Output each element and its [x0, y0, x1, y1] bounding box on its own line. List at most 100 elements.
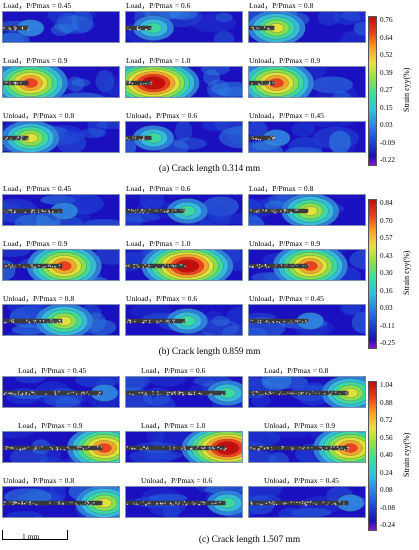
strain-field-plot [125, 486, 243, 518]
strain-field-plot [125, 66, 243, 98]
colorbar-tick-label: -0.08 [380, 503, 395, 512]
plot-label: Load，P/Pmax = 0.9 [3, 239, 68, 248]
colorbar-tick-label: 0.03 [380, 121, 393, 129]
strain-field-plot [248, 486, 366, 518]
strain-field-svg [3, 250, 119, 280]
strain-field-svg [3, 195, 119, 225]
strain-field-plot [125, 121, 243, 153]
colorbar-tick-label: 0.88 [380, 398, 393, 407]
panel-caption: (c) Crack length 1.507 mm [198, 535, 301, 545]
strain-field-svg [249, 250, 365, 280]
strain-field-plot [2, 376, 120, 408]
colorbar-tick-label: 0.39 [380, 68, 393, 77]
panel-caption: (b) Crack length 0.859 mm [158, 347, 261, 357]
colorbar-tick-label: 0.43 [380, 251, 393, 260]
strain-field-svg [126, 195, 242, 225]
colorbar-tick-label: -0.24 [380, 521, 395, 529]
plot-label: Unload，P/Pmax = 0.9 [249, 239, 321, 248]
strain-field-svg [249, 432, 365, 462]
plot-label: Load，P/Pmax = 0.8 [264, 366, 329, 375]
colorbar-tick-label: 0.30 [380, 269, 393, 277]
strain-field-svg [249, 195, 365, 225]
colorbar-tick-label: -0.11 [380, 321, 395, 330]
strain-field-plot [125, 194, 243, 226]
panel-c: Load，P/Pmax = 0.45 Load，P/Pmax = 0.6 Loa… [0, 365, 419, 550]
plot-label: Load，P/Pmax = 0.8 [249, 1, 314, 10]
colorbar-tick-label: 0.15 [380, 103, 393, 112]
strain-field-svg [249, 377, 365, 407]
strain-field-plot [2, 249, 120, 281]
colorbar-tick-label: -0.25 [380, 339, 395, 347]
strain-field-svg [126, 12, 242, 42]
strain-field-svg [3, 487, 119, 517]
strain-field-svg [126, 487, 242, 517]
plot-label: Load，P/Pmax = 0.6 [126, 184, 191, 193]
plot-label: Load，P/Pmax = 0.6 [141, 366, 206, 375]
strain-field-plot [2, 304, 120, 336]
colorbar-tick-label: 0.56 [380, 433, 393, 442]
colorbar-tick-label: 0.70 [380, 216, 393, 225]
colorbar-title: Strain εyy(%) [402, 67, 411, 112]
strain-field-plot [125, 431, 243, 463]
plot-label: Load，P/Pmax = 0.45 [3, 184, 72, 193]
strain-field-svg [249, 12, 365, 42]
plot-label: Load，P/Pmax = 1.0 [126, 239, 191, 248]
strain-field-plot [248, 431, 366, 463]
panel-a: Load，P/Pmax = 0.45 Load，P/Pmax = 0.6 Loa… [0, 0, 419, 178]
plot-label: Unload，P/Pmax = 0.6 [126, 111, 198, 120]
strain-field-svg [3, 432, 119, 462]
strain-field-svg [126, 432, 242, 462]
colorbar-tick-label: 1.04 [380, 381, 393, 389]
strain-field-plot [248, 249, 366, 281]
plot-label: Load，P/Pmax = 0.45 [18, 366, 87, 375]
strain-field-plot [248, 304, 366, 336]
panel-caption: (a) Crack length 0.314 mm [158, 164, 261, 174]
strain-field-svg [126, 377, 242, 407]
strain-field-svg [126, 250, 242, 280]
plot-label: Unload，P/Pmax = 0.8 [3, 476, 75, 485]
colorbar-tick-label: 0.84 [380, 199, 393, 207]
plot-label: Load，P/Pmax = 0.45 [3, 1, 72, 10]
plot-label: Load，P/Pmax = 0.9 [18, 421, 83, 430]
strain-field-svg [249, 487, 365, 517]
colorbar-tick-label: 0.16 [380, 286, 393, 295]
strain-field-plot [2, 486, 120, 518]
colorbar-title: Strain εyy(%) [402, 432, 411, 477]
colorbar [368, 16, 377, 166]
plot-label: Unload，P/Pmax = 0.45 [264, 476, 339, 485]
colorbar [368, 381, 377, 531]
strain-field-svg [126, 305, 242, 335]
strain-field-plot [125, 249, 243, 281]
plot-label: Unload，P/Pmax = 0.6 [141, 476, 213, 485]
colorbar-tick-label: -0.22 [380, 156, 395, 164]
strain-field-plot [2, 121, 120, 153]
strain-field-plot [125, 376, 243, 408]
scale-bar-label: 1 mm [22, 532, 40, 541]
plot-label: Unload，P/Pmax = 0.45 [249, 294, 324, 303]
strain-field-plot [125, 304, 243, 336]
scale-bar [2, 530, 68, 540]
strain-field-plot [2, 66, 120, 98]
colorbar [368, 199, 377, 349]
colorbar-tick-label: 0.52 [380, 51, 393, 59]
strain-field-svg [3, 67, 119, 97]
colorbar-title: Strain εyy(%) [402, 250, 411, 295]
strain-field-plot [248, 121, 366, 153]
plot-label: Load，P/Pmax = 1.0 [126, 56, 191, 65]
colorbar-tick-label: -0.09 [380, 138, 395, 147]
strain-field-plot [248, 66, 366, 98]
plot-label: Load，P/Pmax = 0.8 [249, 184, 314, 193]
colorbar-tick-label: 0.64 [380, 33, 393, 42]
colorbar-tick-label: 0.24 [380, 468, 393, 477]
strain-field-plot [2, 431, 120, 463]
strain-field-svg [3, 305, 119, 335]
plot-label: Unload，P/Pmax = 0.45 [249, 111, 324, 120]
plot-label: Load，P/Pmax = 0.9 [3, 56, 68, 65]
strain-field-plot [248, 376, 366, 408]
strain-field-svg [249, 305, 365, 335]
strain-field-svg [3, 377, 119, 407]
panel-b: Load，P/Pmax = 0.45 Load，P/Pmax = 0.6 Loa… [0, 183, 419, 361]
strain-field-plot [2, 11, 120, 43]
colorbar-tick-label: 0.57 [380, 234, 393, 242]
strain-field-plot [125, 11, 243, 43]
